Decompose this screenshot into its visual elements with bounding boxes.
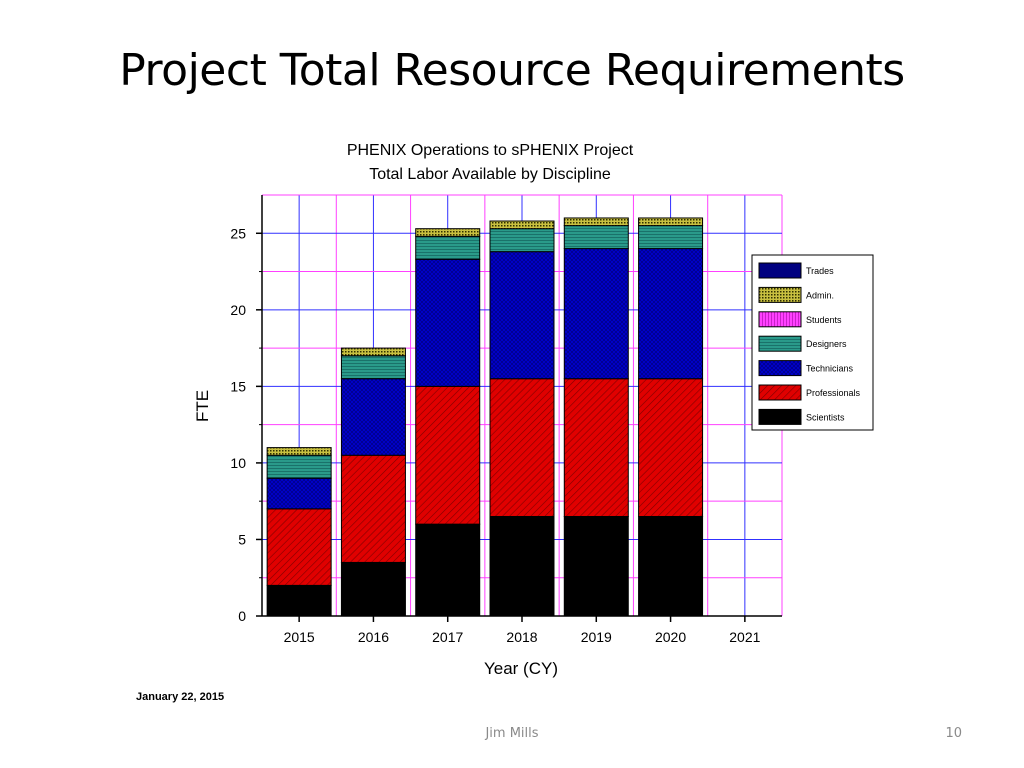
bar-segment-scientists-2020	[638, 515, 704, 617]
legend-swatch-scientists	[758, 408, 802, 425]
x-tick-label: 2021	[729, 629, 760, 645]
bar-segment-technicians-2015	[266, 477, 332, 510]
bar-segment-technicians-2017	[415, 258, 481, 387]
axes: 0 5 10 15 20 25 2015 2016 2017 2018 2019 2020 2021	[230, 195, 782, 645]
legend-label-professionals: Professionals	[806, 388, 861, 398]
y-tick-label: 15	[230, 378, 246, 394]
bar-segment-technicians-2020	[638, 248, 704, 380]
bar-segment-scientists-2016	[340, 561, 406, 617]
bar-segment-admin-2017	[415, 228, 481, 237]
legend-swatch-trades	[758, 262, 802, 279]
bar-segment-professionals-2017	[415, 385, 481, 525]
x-tick-label: 2015	[284, 629, 315, 645]
legend-swatch-students	[758, 311, 802, 328]
x-tick-label: 2016	[358, 629, 389, 645]
bar-segment-designers-2017	[415, 235, 481, 260]
x-tick-label: 2017	[432, 629, 463, 645]
y-tick-label: 10	[230, 455, 246, 471]
bar-segment-technicians-2019	[563, 248, 629, 380]
bar-segment-technicians-2016	[340, 378, 406, 456]
footer-author: Jim Mills	[485, 726, 539, 741]
x-tick-label: 2019	[581, 629, 612, 645]
legend-swatch-admin	[758, 286, 802, 303]
legend-swatch-designers	[758, 335, 802, 352]
page-number: 10	[945, 726, 962, 741]
legend-label-technicians: Technicians	[806, 364, 854, 374]
legend-label-admin: Admin.	[806, 290, 834, 300]
bar-segment-scientists-2017	[415, 523, 481, 617]
y-tick-label: 0	[238, 608, 246, 624]
bar-segment-admin-2015	[266, 447, 332, 456]
date-stamp: January 22, 2015	[136, 691, 225, 703]
x-tick-label: 2020	[655, 629, 686, 645]
bar-segment-scientists-2019	[563, 515, 629, 617]
legend-label-trades: Trades	[806, 266, 834, 276]
bar-segment-scientists-2018	[489, 515, 555, 617]
x-tick-label: 2018	[506, 629, 537, 645]
bar-segment-professionals-2020	[638, 378, 704, 517]
legend-swatch-professionals	[758, 384, 802, 401]
bar-segment-scientists-2015	[266, 584, 332, 617]
bar-segment-admin-2016	[340, 347, 406, 357]
bar-segment-technicians-2018	[489, 251, 555, 380]
bar-segment-professionals-2015	[266, 508, 332, 586]
chart-legend: Trades Admin. Students Designers Technicians…	[751, 254, 874, 431]
bar-segment-designers-2016	[340, 355, 406, 380]
bar-segment-admin-2020	[638, 217, 704, 227]
y-tick-label: 25	[230, 225, 246, 241]
bar-segment-designers-2019	[563, 225, 629, 250]
y-tick-label: 20	[230, 302, 246, 318]
bar-segment-designers-2018	[489, 228, 555, 253]
bar-stacks	[266, 217, 704, 617]
legend-label-students: Students	[806, 315, 842, 325]
bar-segment-professionals-2016	[340, 454, 406, 563]
legend-label-scientists: Scientists	[806, 412, 845, 422]
slide-title: Project Total Resource Requirements	[119, 45, 905, 96]
bar-segment-designers-2020	[638, 225, 704, 250]
y-axis-label: FTE	[193, 390, 212, 422]
legend-swatch-technicians	[758, 360, 802, 377]
bar-segment-admin-2019	[563, 217, 629, 227]
bar-segment-admin-2018	[489, 220, 555, 230]
bar-segment-professionals-2018	[489, 378, 555, 517]
bar-segment-professionals-2019	[563, 378, 629, 517]
chart-title: PHENIX Operations to sPHENIX Project	[347, 142, 634, 159]
bar-segment-designers-2015	[266, 454, 332, 479]
chart-subtitle: Total Labor Available by Discipline	[369, 166, 611, 183]
y-tick-label: 5	[238, 531, 246, 547]
x-axis-label: Year (CY)	[484, 659, 558, 678]
legend-label-designers: Designers	[806, 339, 847, 349]
